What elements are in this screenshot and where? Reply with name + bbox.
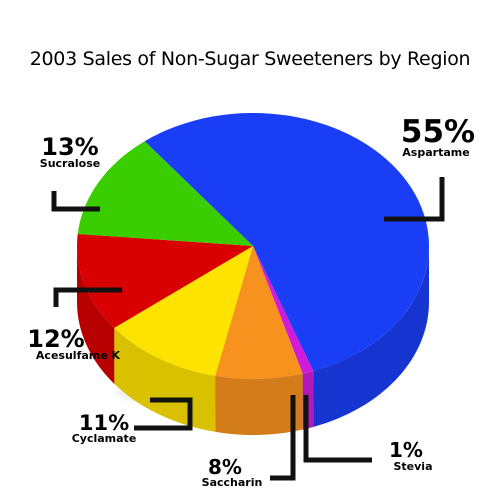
value-label-sucralose: 13% [41, 133, 98, 161]
pie-slice-saccharin [215, 246, 303, 379]
leader-line-aspartame [384, 177, 445, 222]
pie-side-saccharin [215, 373, 303, 435]
leader-line-stevia [303, 395, 372, 463]
category-label-cyclamate: Cyclamate [72, 432, 137, 445]
pie-slice-aspartame [144, 113, 429, 371]
pie-slice-stevia [253, 246, 314, 374]
slice-labels: 55%Aspartame 13%Sucralose 12%Acesulfame K 1… [27, 114, 475, 489]
leader-line-sucralose [51, 191, 100, 212]
value-label-acesulfame-k: 12% [27, 325, 84, 353]
pie-side-aspartame [313, 246, 429, 427]
category-label-stevia: Stevia [393, 460, 432, 473]
category-label-sucralose: Sucralose [40, 157, 100, 170]
leader-line-saccharin [270, 395, 296, 481]
pie-slice-cyclamate [114, 246, 253, 376]
category-label-acesulfame-k: Acesulfame K [36, 349, 121, 362]
value-label-aspartame: 55% [401, 114, 475, 150]
leader-line-acesulfame-k [53, 287, 122, 307]
value-label-saccharin: 8% [208, 455, 242, 479]
value-label-cyclamate: 11% [79, 411, 129, 435]
chart-title: 2003 Sales of Non-Sugar Sweeteners by Re… [29, 48, 471, 70]
pie-slice-sucralose [77, 141, 254, 246]
category-label-saccharin: Saccharin [202, 476, 263, 489]
leader-lines [51, 177, 445, 481]
pie-slices [76, 113, 429, 379]
category-label-aspartame: Aspartame [402, 146, 469, 159]
pie-side-acesulfame-k [77, 246, 115, 384]
value-label-stevia: 1% [389, 438, 423, 462]
leader-line-cyclamate [134, 397, 193, 431]
pie-slice-acesulfame-k [76, 233, 253, 328]
